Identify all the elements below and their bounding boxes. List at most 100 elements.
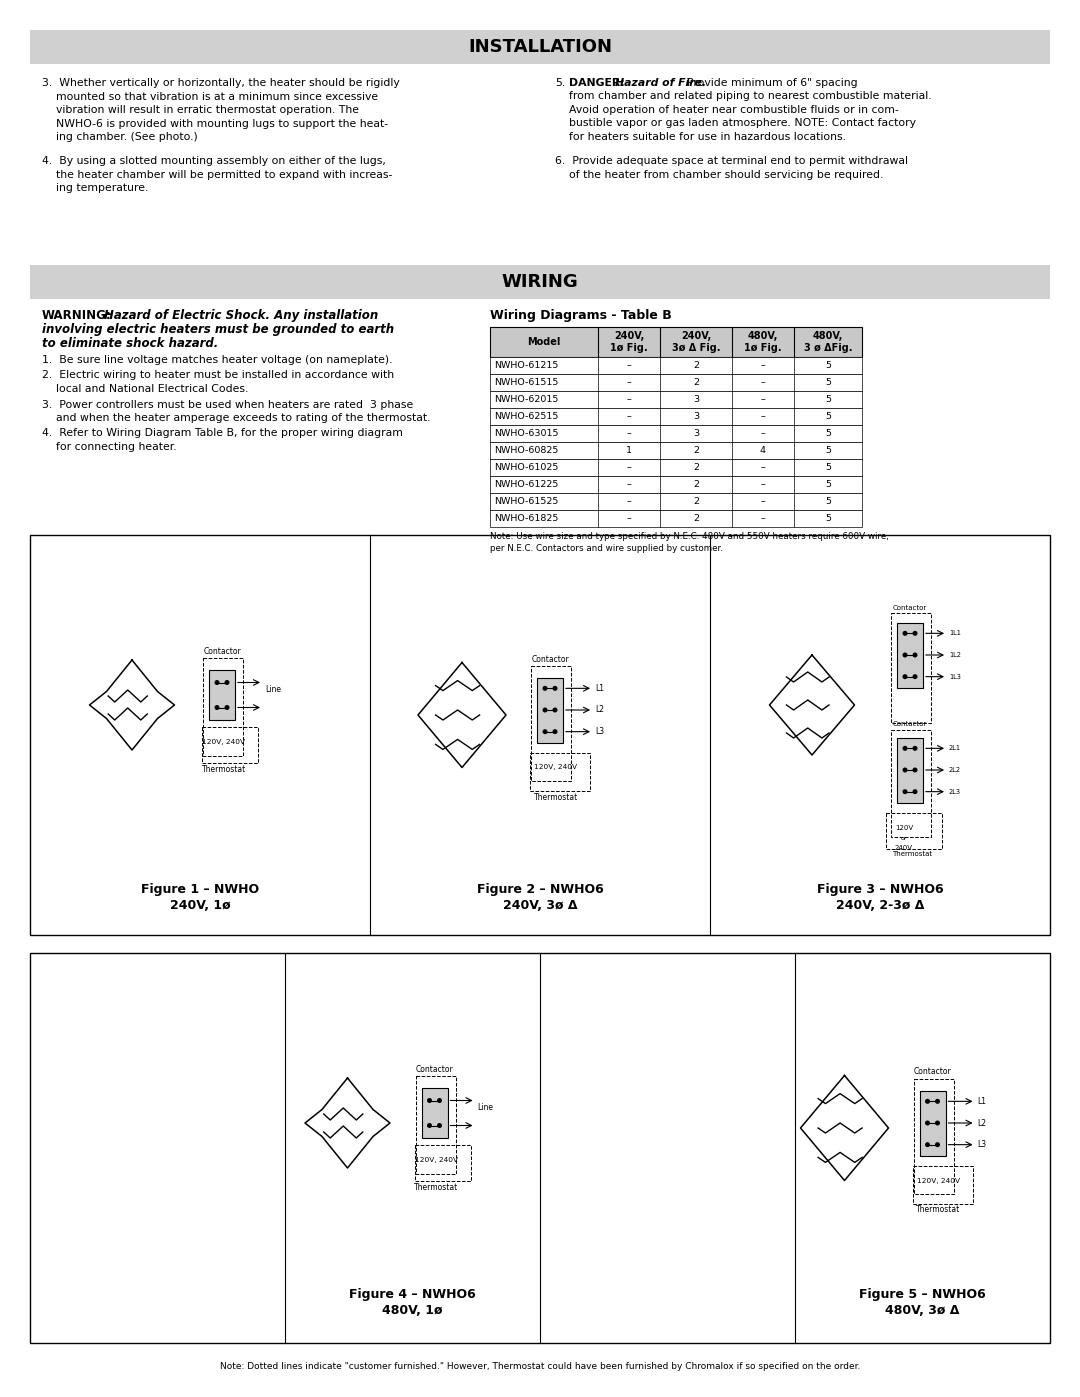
Text: NWHO-60825: NWHO-60825 bbox=[494, 446, 558, 455]
Bar bbox=[210, 671, 235, 719]
Circle shape bbox=[924, 1099, 930, 1104]
Text: 480V,
3 ø ΔFig.: 480V, 3 ø ΔFig. bbox=[804, 331, 852, 353]
Text: –: – bbox=[760, 462, 766, 472]
Text: 3: 3 bbox=[693, 412, 699, 420]
Bar bbox=[490, 408, 862, 425]
Circle shape bbox=[903, 652, 907, 658]
Circle shape bbox=[913, 767, 918, 773]
Text: 2: 2 bbox=[693, 462, 699, 472]
Text: 4: 4 bbox=[760, 446, 766, 455]
Text: Contactor: Contactor bbox=[893, 721, 927, 728]
Circle shape bbox=[553, 707, 557, 712]
Circle shape bbox=[225, 680, 229, 685]
Text: –: – bbox=[626, 462, 632, 472]
Circle shape bbox=[553, 686, 557, 692]
Text: 240V,
3ø Δ Fig.: 240V, 3ø Δ Fig. bbox=[672, 331, 720, 353]
Bar bbox=[914, 1078, 954, 1193]
Text: –: – bbox=[626, 497, 632, 506]
Bar bbox=[490, 476, 862, 493]
Text: –: – bbox=[626, 429, 632, 439]
Text: Thermostat: Thermostat bbox=[916, 1206, 960, 1214]
Circle shape bbox=[935, 1120, 940, 1126]
Circle shape bbox=[903, 631, 907, 636]
Text: –: – bbox=[626, 360, 632, 370]
Text: 2L3: 2L3 bbox=[949, 789, 961, 795]
Bar bbox=[897, 623, 923, 687]
Bar bbox=[531, 665, 571, 781]
Text: 5: 5 bbox=[825, 412, 831, 420]
Bar bbox=[897, 738, 923, 802]
Text: Thermostat: Thermostat bbox=[892, 851, 932, 856]
Text: 5: 5 bbox=[825, 429, 831, 439]
Circle shape bbox=[215, 680, 219, 685]
Circle shape bbox=[935, 1143, 940, 1147]
Circle shape bbox=[437, 1123, 442, 1127]
Text: 120V: 120V bbox=[895, 824, 913, 830]
Bar bbox=[490, 391, 862, 408]
Text: NWHO-62015: NWHO-62015 bbox=[494, 395, 558, 404]
Bar bbox=[490, 425, 862, 441]
Text: Thermostat: Thermostat bbox=[415, 1183, 459, 1192]
Bar bbox=[891, 729, 931, 837]
Bar bbox=[891, 612, 931, 722]
Text: –: – bbox=[760, 514, 766, 522]
Bar bbox=[416, 1076, 456, 1173]
Text: NWHO-61215: NWHO-61215 bbox=[494, 360, 558, 370]
Text: Hazard of Electric Shock. Any installation: Hazard of Electric Shock. Any installati… bbox=[104, 309, 378, 321]
Circle shape bbox=[924, 1120, 930, 1126]
Bar bbox=[913, 1165, 972, 1203]
Text: 5: 5 bbox=[825, 481, 831, 489]
Text: NWHO-61515: NWHO-61515 bbox=[494, 379, 558, 387]
Text: 240V, 1ø: 240V, 1ø bbox=[170, 900, 230, 912]
Circle shape bbox=[913, 746, 918, 750]
Text: Provide minimum of 6" spacing: Provide minimum of 6" spacing bbox=[687, 78, 858, 88]
Text: Figure 4 – NWHO6: Figure 4 – NWHO6 bbox=[349, 1288, 476, 1301]
Text: INSTALLATION: INSTALLATION bbox=[468, 38, 612, 56]
Text: to eliminate shock hazard.: to eliminate shock hazard. bbox=[42, 337, 218, 351]
Text: –: – bbox=[760, 481, 766, 489]
Text: 2L1: 2L1 bbox=[949, 746, 961, 752]
Text: Figure 1 – NWHO: Figure 1 – NWHO bbox=[140, 883, 259, 895]
Text: 3: 3 bbox=[693, 429, 699, 439]
Circle shape bbox=[215, 705, 219, 710]
Bar bbox=[490, 358, 862, 374]
Text: 120V, 240V: 120V, 240V bbox=[917, 1178, 960, 1183]
Text: 1: 1 bbox=[626, 446, 632, 455]
Bar bbox=[415, 1146, 471, 1180]
Bar bbox=[490, 327, 862, 358]
Text: L2: L2 bbox=[595, 705, 604, 714]
Text: Contactor: Contactor bbox=[203, 647, 241, 657]
Circle shape bbox=[542, 686, 548, 692]
Circle shape bbox=[903, 675, 907, 679]
Text: –: – bbox=[760, 360, 766, 370]
Text: 5: 5 bbox=[825, 395, 831, 404]
Text: –: – bbox=[626, 481, 632, 489]
Text: 5.: 5. bbox=[555, 78, 565, 88]
Text: 1L1: 1L1 bbox=[949, 630, 961, 636]
Circle shape bbox=[913, 631, 918, 636]
Bar bbox=[30, 29, 1050, 64]
Text: L3: L3 bbox=[977, 1140, 987, 1150]
Text: 2: 2 bbox=[693, 497, 699, 506]
Text: 240V: 240V bbox=[895, 845, 913, 851]
Text: Contactor: Contactor bbox=[416, 1065, 454, 1074]
Text: Line: Line bbox=[265, 686, 281, 694]
Text: DANGER:: DANGER: bbox=[569, 78, 624, 88]
Text: –: – bbox=[626, 395, 632, 404]
Text: Contactor: Contactor bbox=[531, 655, 569, 664]
Circle shape bbox=[913, 652, 918, 658]
Text: 240V,
1ø Fig.: 240V, 1ø Fig. bbox=[610, 331, 648, 353]
Text: Note: Use wire size and type specified by N.E.C. 480V and 550V heaters require 6: Note: Use wire size and type specified b… bbox=[490, 532, 889, 553]
Bar bbox=[530, 753, 590, 791]
Bar bbox=[490, 374, 862, 391]
Text: 2.  Electric wiring to heater must be installed in accordance with
    local and: 2. Electric wiring to heater must be ins… bbox=[42, 370, 394, 394]
Text: WIRING: WIRING bbox=[501, 272, 579, 291]
Text: 5: 5 bbox=[825, 379, 831, 387]
Text: 2: 2 bbox=[693, 360, 699, 370]
Bar bbox=[203, 658, 243, 756]
Text: Figure 2 – NWHO6: Figure 2 – NWHO6 bbox=[476, 883, 604, 895]
Text: Wiring Diagrams - Table B: Wiring Diagrams - Table B bbox=[490, 309, 672, 321]
Text: 120V, 240V: 120V, 240V bbox=[203, 739, 245, 745]
Text: NWHO-63015: NWHO-63015 bbox=[494, 429, 558, 439]
Bar bbox=[886, 813, 942, 848]
